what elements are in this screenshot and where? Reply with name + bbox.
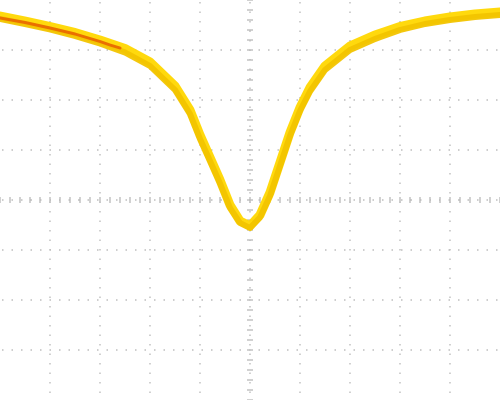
trace-series-2 <box>0 12 500 231</box>
traces <box>0 7 500 231</box>
trace-series-3 <box>0 16 122 50</box>
